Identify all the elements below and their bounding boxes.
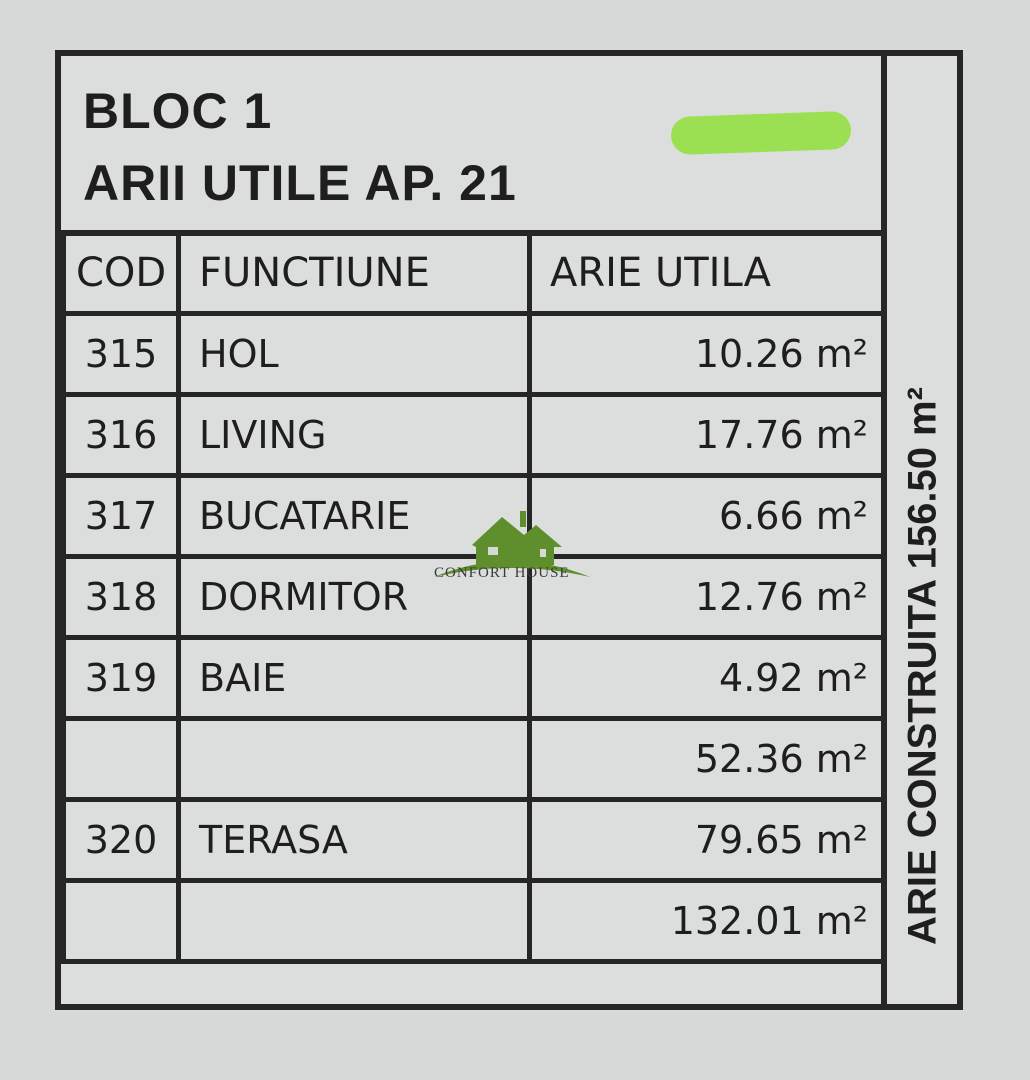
cell-functiune: HOL <box>176 311 532 397</box>
cell-arie: 10.26 m² <box>527 311 887 397</box>
table-row: 319 BAIE 4.92 m² <box>61 635 887 721</box>
cell-functiune: BAIE <box>176 635 532 721</box>
table-row: 316 LIVING 17.76 m² <box>61 392 887 478</box>
cell-functiune <box>176 716 532 802</box>
area-table: COD FUNCTIUNE ARIE UTILA 315 HOL 10.26 m² 3… <box>61 230 887 964</box>
block-title: BLOC 1 <box>83 83 273 139</box>
apartment-title: ARII UTILE AP. 21 <box>83 155 517 211</box>
table-row: 52.36 m² <box>61 716 887 802</box>
header-arie: ARIE UTILA <box>527 230 887 316</box>
cell-arie: 6.66 m² <box>527 473 887 559</box>
cell-arie: 52.36 m² <box>527 716 887 802</box>
cell-functiune: LIVING <box>176 392 532 478</box>
cell-arie: 79.65 m² <box>527 797 887 883</box>
cell-cod: 320 <box>61 797 181 883</box>
cell-arie: 4.92 m² <box>527 635 887 721</box>
cell-arie: 132.01 m² <box>527 878 887 964</box>
cell-cod: 316 <box>61 392 181 478</box>
cell-functiune <box>176 878 532 964</box>
table-row: 317 BUCATARIE 6.66 m² <box>61 473 887 559</box>
cell-cod: 318 <box>61 554 181 640</box>
title-block: BLOC 1 ARII UTILE AP. 21 <box>61 56 881 236</box>
cell-cod <box>61 878 181 964</box>
area-table-frame: BLOC 1 ARII UTILE AP. 21 ARIE CONSTRUITA… <box>55 50 963 1010</box>
built-area-label: ARIE CONSTRUITA 156.50 m² <box>900 387 945 945</box>
cell-cod: 317 <box>61 473 181 559</box>
house-logo-icon <box>434 511 590 577</box>
cell-cod: 315 <box>61 311 181 397</box>
cell-arie: 12.76 m² <box>527 554 887 640</box>
highlighter-mark <box>670 110 852 156</box>
watermark-text: CONFORT HOUSE <box>434 565 570 581</box>
cell-cod <box>61 716 181 802</box>
cell-cod: 319 <box>61 635 181 721</box>
cell-functiune: DORMITOR <box>176 554 532 640</box>
table-row: 318 DORMITOR 12.76 m² <box>61 554 887 640</box>
cell-functiune: BUCATARIE <box>176 473 532 559</box>
table-row: 132.01 m² <box>61 878 887 964</box>
cell-functiune: TERASA <box>176 797 532 883</box>
table-row: 315 HOL 10.26 m² <box>61 311 887 397</box>
table-header: COD FUNCTIUNE ARIE UTILA <box>61 230 887 316</box>
header-cod: COD <box>61 230 181 316</box>
cell-arie: 17.76 m² <box>527 392 887 478</box>
header-functiune: FUNCTIUNE <box>176 230 532 316</box>
table-row: 320 TERASA 79.65 m² <box>61 797 887 883</box>
